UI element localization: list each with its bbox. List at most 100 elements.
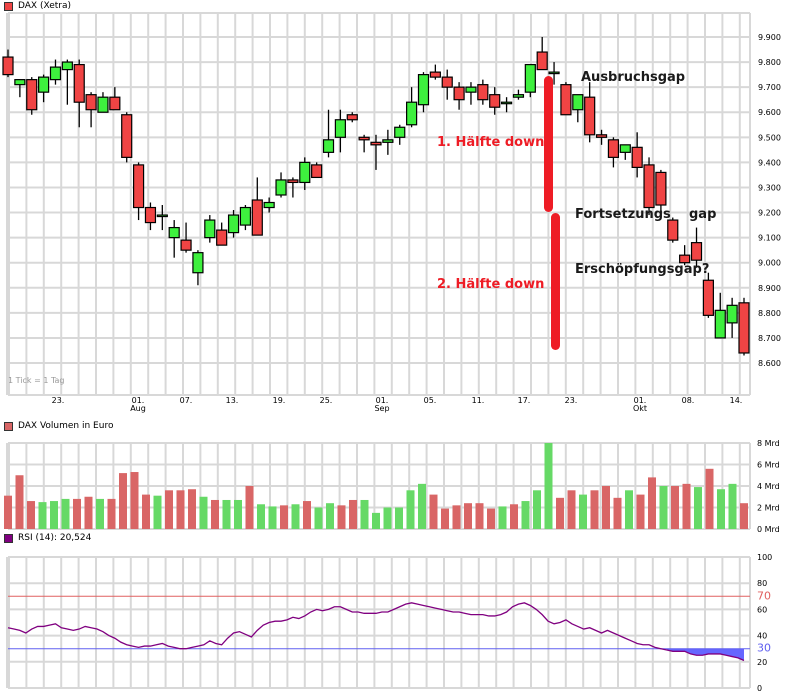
price-tick-label: 9.800: [758, 58, 781, 67]
continuation-gap-label-b: gap: [689, 207, 716, 222]
candle-body: [572, 94, 584, 111]
price-tick-label: 9.400: [758, 158, 781, 167]
volume-bar: [257, 504, 265, 529]
price-candles: [2, 37, 750, 356]
price-grid: [6, 12, 751, 396]
x-tick-label: 23.: [565, 396, 578, 405]
candle-body: [441, 76, 453, 88]
candle-body: [690, 242, 703, 261]
price-tick-label: 9.000: [758, 259, 781, 268]
rsi-reference-lines: [8, 595, 750, 650]
rsi-tick-label: 0: [757, 684, 762, 693]
candle-body: [216, 229, 228, 246]
volume-bar: [130, 472, 139, 529]
candle-body: [667, 219, 679, 241]
x-tick-label: 08.: [682, 396, 695, 405]
volume-bar: [728, 483, 737, 529]
volume-bar: [176, 490, 185, 529]
price-tick-label: 8.700: [758, 334, 781, 343]
price-tick-label: 9.200: [758, 209, 781, 218]
candle-body: [192, 252, 204, 274]
volume-bar: [717, 489, 725, 529]
rsi-polyline: [7, 602, 745, 662]
volume-bar: [291, 504, 300, 529]
volume-bar: [625, 490, 633, 529]
rsi-tick-label: 20: [757, 658, 767, 667]
x-tick-month: Okt: [633, 404, 647, 413]
candle-body: [584, 96, 596, 136]
volume-bar: [636, 494, 645, 529]
candle-body: [251, 199, 263, 236]
rsi-tick-label: 60: [757, 605, 767, 614]
volume-bar: [50, 501, 58, 529]
candle-body: [61, 61, 73, 71]
volume-legend-swatch: [4, 421, 13, 431]
candle-body: [477, 84, 489, 101]
x-tick-label: 23.: [52, 396, 65, 405]
candle-body: [714, 309, 726, 339]
tick-note: 1 Tick = 1 Tag: [8, 376, 65, 385]
volume-bar: [487, 508, 495, 529]
candle-body: [204, 219, 216, 239]
continuation-gap-label-a: Fortsetzungs: [575, 207, 671, 222]
candle-body: [299, 161, 311, 184]
volume-bar: [15, 475, 24, 529]
volume-bar: [694, 487, 702, 529]
volume-bar: [740, 503, 748, 529]
candle-body: [227, 214, 240, 234]
price-tick-label: 9.300: [758, 183, 781, 192]
volume-bar: [268, 506, 277, 529]
volume-bar: [4, 495, 12, 529]
volume-y-axis: 8 Mrd 6 Mrd 4 Mrd 2 Mrd 0 Mrd: [757, 439, 780, 534]
candle-body: [406, 101, 418, 126]
price-legend-swatch: [4, 1, 13, 11]
volume-bar: [222, 499, 231, 529]
volume-bar: [429, 494, 438, 529]
candle-body: [560, 84, 572, 116]
price-tick-label: 9.600: [758, 108, 781, 117]
candle-body: [489, 94, 501, 108]
x-tick-label: 17.: [518, 396, 531, 405]
volume-bar: [418, 483, 426, 529]
volume-bar: [556, 497, 564, 529]
volume-bar: [84, 496, 93, 529]
candle-body: [38, 76, 50, 93]
volume-bar: [153, 495, 162, 529]
candle-body: [26, 79, 38, 111]
volume-bar: [142, 494, 150, 529]
candle-body: [334, 119, 346, 138]
price-tick-label: 9.900: [758, 33, 781, 42]
x-tick-label: 05.: [424, 396, 437, 405]
volume-bar: [590, 490, 599, 529]
candle-body: [536, 51, 548, 71]
volume-bar: [406, 490, 415, 529]
candle-body: [738, 302, 750, 354]
candle-body: [239, 206, 252, 226]
candle-body: [287, 179, 299, 184]
volume-bar: [188, 489, 196, 529]
volume-bar: [682, 483, 691, 529]
candle-body: [180, 239, 192, 251]
x-tick-label: 25.: [320, 396, 333, 405]
candle-body: [595, 134, 608, 138]
volume-bar: [211, 499, 219, 529]
rsi-legend: RSI (14): 20,524: [4, 533, 91, 543]
candle-body: [109, 96, 121, 111]
volume-bar: [510, 504, 518, 529]
volume-bar: [441, 508, 449, 529]
price-tick-label: 8.800: [758, 309, 781, 318]
price-tick-label: 9.100: [758, 234, 781, 243]
candle-body: [453, 86, 465, 101]
volume-bar: [119, 473, 127, 529]
x-tick-label: 14.: [730, 396, 743, 405]
volume-legend-label: DAX Volumen in Euro: [18, 421, 114, 431]
x-tick-month: Sep: [374, 404, 389, 413]
candle-body: [121, 114, 133, 158]
volume-bar: [613, 497, 622, 529]
volume-bar: [245, 486, 254, 529]
breakout-gap-label: Ausbruchsgap: [581, 70, 685, 85]
volume-bar: [107, 498, 116, 529]
candle-body: [702, 279, 714, 316]
